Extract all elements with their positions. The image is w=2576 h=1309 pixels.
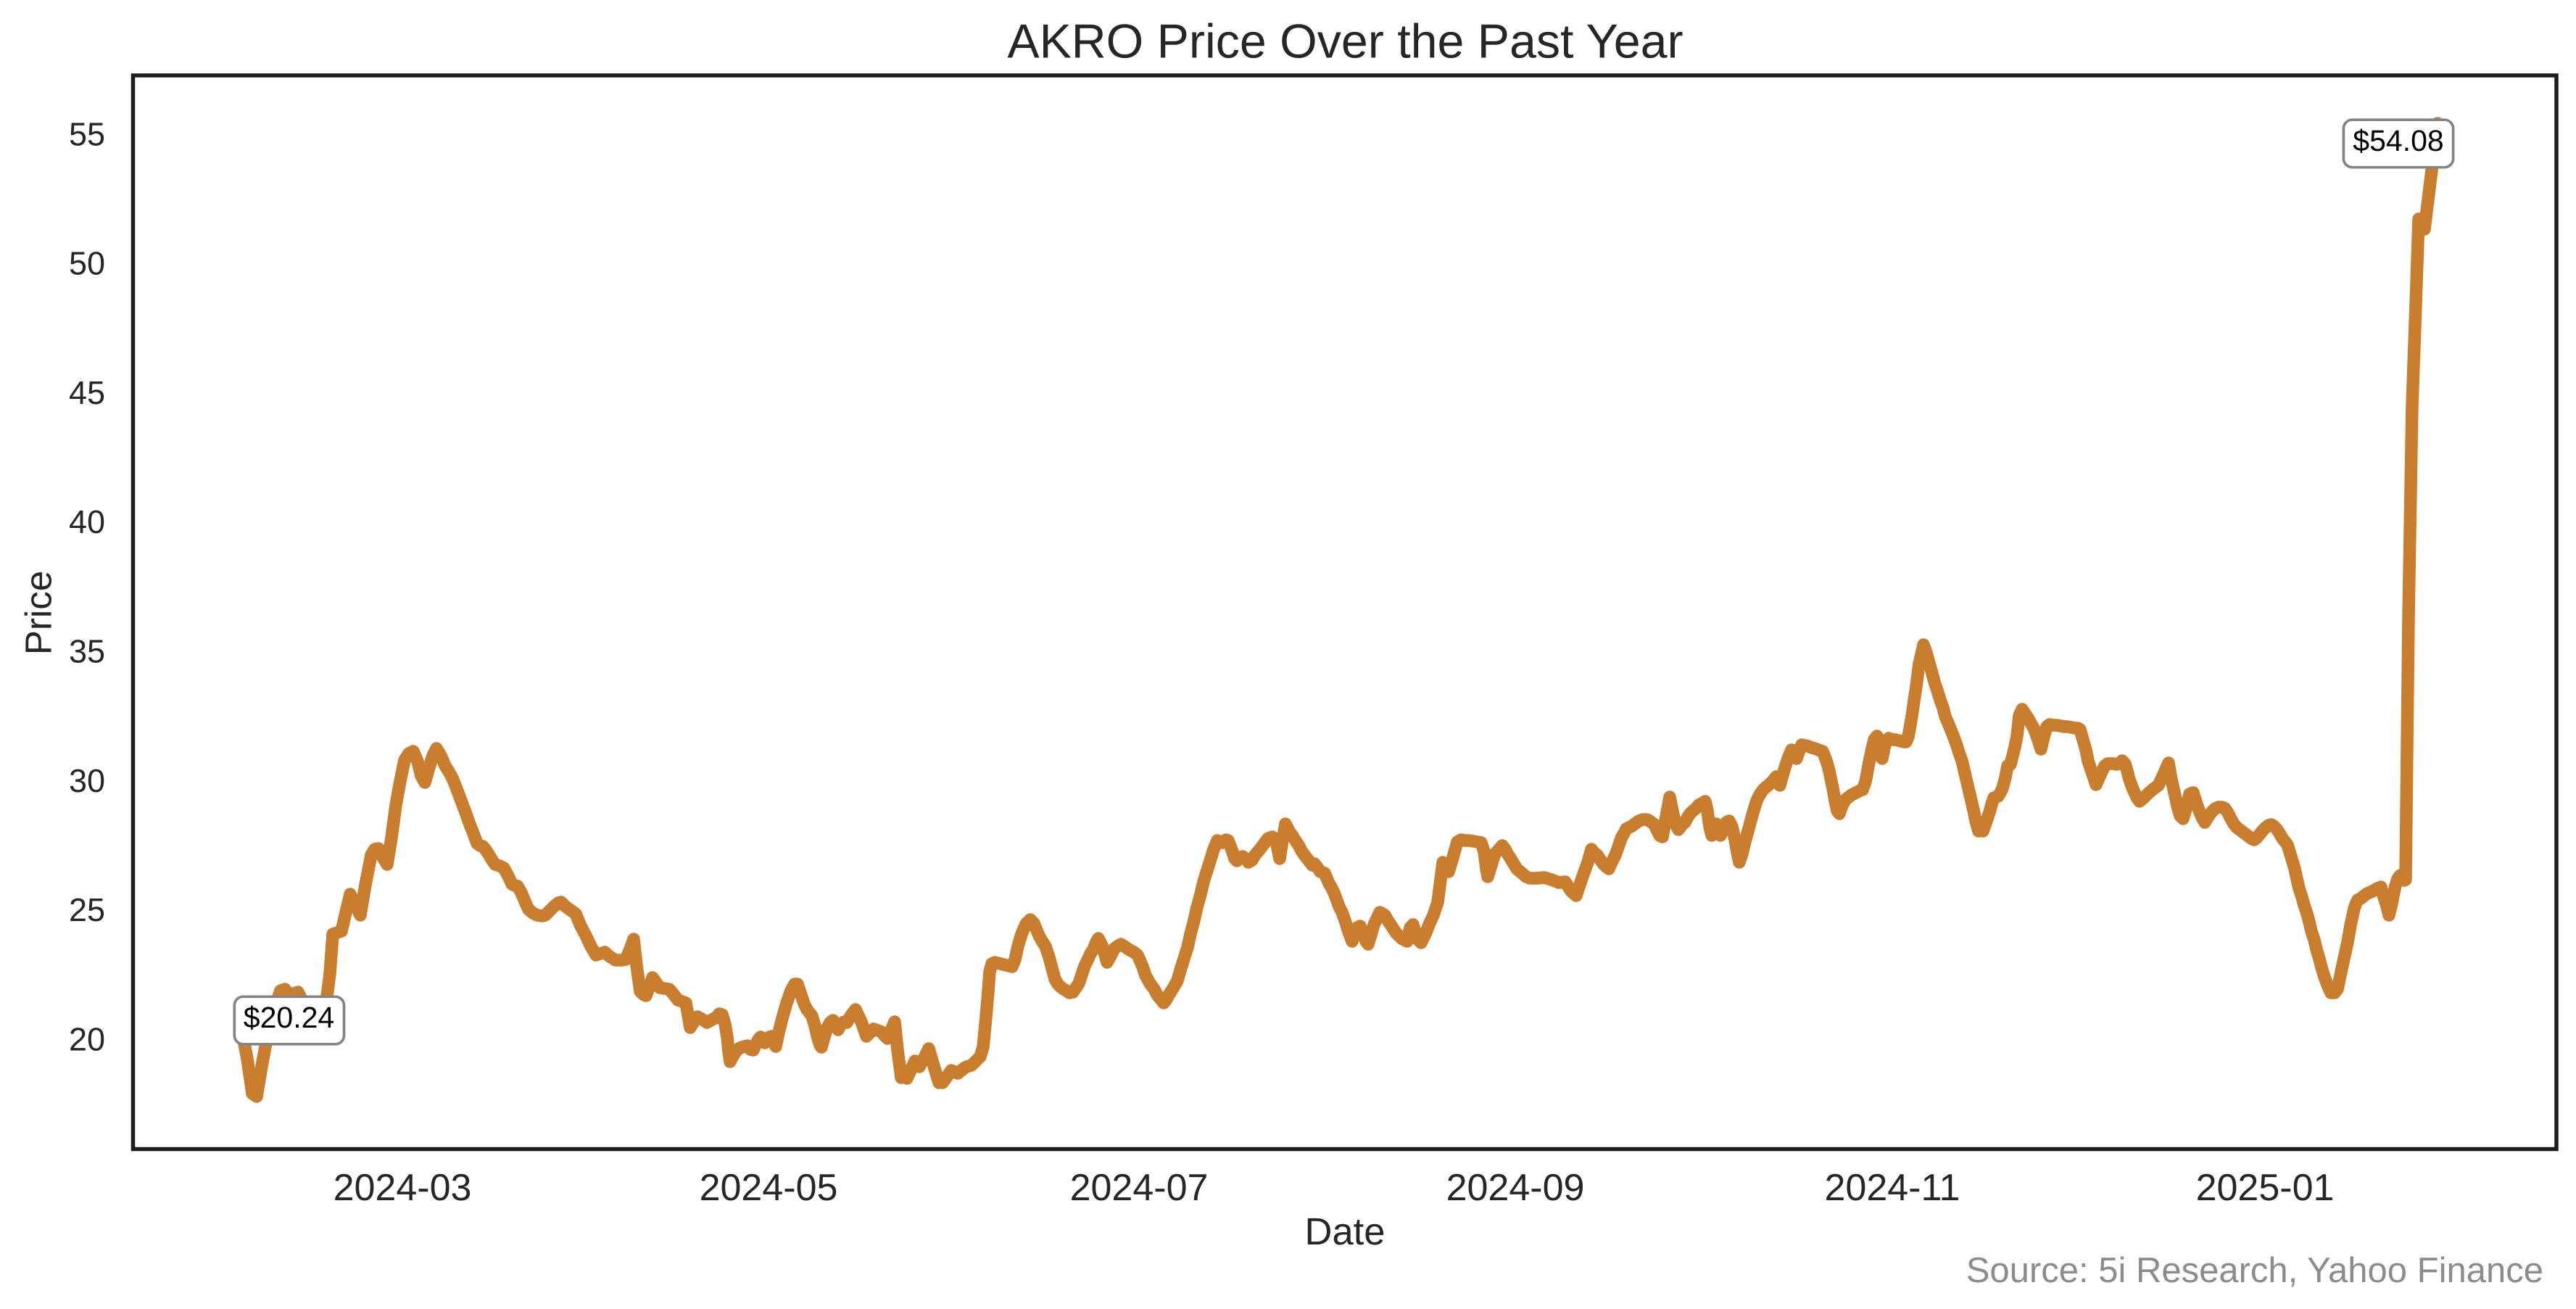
svg-text:AKRO Price Over the Past Year: AKRO Price Over the Past Year — [1007, 15, 1683, 69]
svg-text:$54.08: $54.08 — [2353, 124, 2443, 157]
svg-text:2024-05: 2024-05 — [700, 1167, 838, 1209]
svg-text:25: 25 — [69, 891, 105, 928]
svg-text:2024-07: 2024-07 — [1070, 1167, 1209, 1209]
svg-text:2024-11: 2024-11 — [1825, 1167, 1960, 1209]
svg-text:55: 55 — [69, 115, 105, 152]
svg-text:20: 20 — [69, 1021, 105, 1058]
svg-text:Date: Date — [1305, 1210, 1386, 1253]
svg-text:Price: Price — [18, 571, 59, 655]
svg-text:2025-01: 2025-01 — [2196, 1167, 2335, 1209]
svg-text:50: 50 — [69, 245, 105, 282]
svg-text:35: 35 — [69, 633, 105, 670]
svg-text:$20.24: $20.24 — [244, 1001, 334, 1034]
svg-text:Source: 5i Research, Yahoo Fin: Source: 5i Research, Yahoo Finance — [1966, 1251, 2543, 1290]
svg-text:40: 40 — [69, 503, 105, 540]
svg-text:45: 45 — [69, 374, 105, 411]
svg-text:2024-03: 2024-03 — [334, 1167, 472, 1209]
svg-text:30: 30 — [69, 762, 105, 799]
svg-text:2024-09: 2024-09 — [1446, 1167, 1585, 1209]
